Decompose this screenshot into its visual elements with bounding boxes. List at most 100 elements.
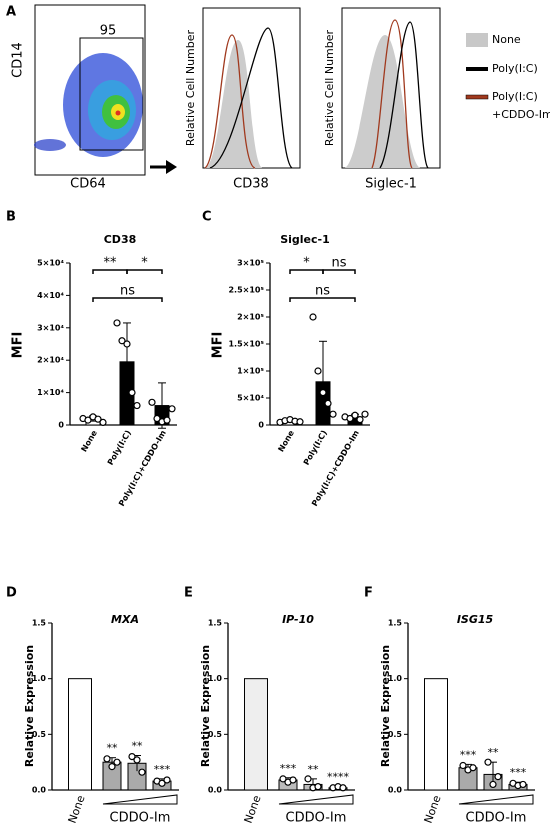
x-tick-label: Poly(I:C) bbox=[106, 429, 133, 467]
panel-letter: C bbox=[202, 210, 212, 225]
y-tick-label: 0 bbox=[58, 421, 64, 430]
significance-bracket bbox=[289, 297, 356, 302]
gate-percent: 95 bbox=[100, 24, 117, 39]
y-tick-label: 5×10⁴ bbox=[37, 259, 64, 268]
data-point bbox=[469, 764, 477, 772]
data-point bbox=[153, 414, 161, 423]
y-tick-label: 0 bbox=[258, 421, 264, 430]
legend-label: None bbox=[492, 33, 521, 46]
dose-wedge bbox=[102, 794, 178, 805]
histogram bbox=[341, 7, 441, 169]
significance: ** bbox=[488, 746, 500, 759]
significance: ** bbox=[104, 256, 118, 271]
data-point bbox=[494, 773, 502, 781]
legend-label: +CDDO-Im bbox=[492, 108, 550, 121]
x-tick-label: None bbox=[66, 793, 88, 825]
y-tick-label: 3×10⁵ bbox=[237, 259, 264, 268]
x-axis-label: CDDO-Im bbox=[110, 811, 171, 826]
significance: ns bbox=[120, 284, 135, 299]
x-axis-label: CDDO-Im bbox=[466, 811, 527, 826]
x-axis-label: Siglec-1 bbox=[365, 177, 417, 192]
data-point bbox=[346, 414, 354, 423]
data-point bbox=[309, 313, 317, 321]
y-tick-label: 0.0 bbox=[208, 786, 223, 795]
data-point bbox=[108, 763, 116, 771]
y-axis-label: Relative Expression bbox=[23, 645, 36, 767]
data-point bbox=[296, 418, 304, 426]
chart-title: MXA bbox=[111, 613, 139, 626]
y-axis-label: MFI bbox=[11, 332, 26, 359]
y-tick-label: 1.0 bbox=[388, 674, 403, 683]
data-point bbox=[304, 775, 312, 783]
significance: ** bbox=[308, 763, 320, 776]
y-tick-label: 1.5 bbox=[32, 619, 47, 628]
data-point bbox=[128, 752, 136, 761]
significance-bracket bbox=[126, 269, 163, 274]
data-point bbox=[339, 784, 347, 792]
data-point bbox=[113, 319, 121, 327]
significance: ns bbox=[331, 256, 346, 271]
legend-label: Poly(I:C) bbox=[492, 90, 538, 103]
histogram bbox=[202, 7, 301, 169]
y-axis-label: MFI bbox=[211, 332, 226, 359]
data-point bbox=[168, 405, 176, 413]
y-tick-label: 0.0 bbox=[388, 786, 403, 795]
data-point bbox=[314, 367, 322, 375]
y-tick-label: 3×10⁴ bbox=[37, 323, 64, 332]
x-axis-label: CD38 bbox=[233, 177, 269, 192]
y-tick-label: 0.5 bbox=[32, 730, 47, 739]
data-point bbox=[103, 755, 111, 763]
data-point bbox=[158, 779, 166, 787]
y-axis-label: Relative Cell Number bbox=[323, 29, 336, 146]
bar bbox=[68, 678, 92, 791]
y-axis-label: Relative Expression bbox=[379, 645, 392, 767]
y-tick-label: 1.0 bbox=[32, 674, 47, 683]
chart-title: ISG15 bbox=[457, 613, 494, 626]
data-point bbox=[489, 780, 497, 789]
y-tick-label: 0.5 bbox=[388, 730, 403, 739]
x-axis-label: CDDO-Im bbox=[286, 811, 347, 826]
significance-bracket bbox=[322, 269, 356, 274]
chart-title: Siglec-1 bbox=[280, 233, 330, 246]
data-point bbox=[289, 776, 297, 784]
data-point bbox=[128, 389, 136, 397]
significance-bracket bbox=[92, 297, 163, 302]
y-tick-label: 0.5 bbox=[208, 730, 223, 739]
panel-letter: A bbox=[6, 5, 16, 20]
data-point bbox=[319, 389, 327, 397]
panel-letter: B bbox=[6, 210, 16, 225]
y-axis-label: Relative Cell Number bbox=[184, 29, 197, 146]
data-point bbox=[163, 776, 171, 784]
y-tick-label: 1.0 bbox=[208, 674, 223, 683]
chart-title: CD38 bbox=[104, 233, 137, 246]
data-point bbox=[113, 758, 121, 766]
significance: ns bbox=[315, 284, 330, 299]
y-tick-label: 1.5×10⁵ bbox=[228, 340, 264, 349]
legend-swatch bbox=[465, 94, 489, 100]
panel-letter: F bbox=[364, 586, 373, 601]
legend-label: Poly(I:C) bbox=[492, 62, 538, 75]
data-point bbox=[133, 756, 141, 764]
significance: *** bbox=[510, 766, 527, 779]
data-point bbox=[118, 337, 126, 345]
x-tick-label: None bbox=[79, 428, 99, 453]
chart-title: IP-10 bbox=[282, 613, 314, 626]
legend-swatch bbox=[466, 67, 488, 71]
y-tick-label: 1×10⁴ bbox=[37, 388, 64, 397]
significance: * bbox=[303, 256, 310, 271]
data-point bbox=[356, 416, 364, 424]
data-point bbox=[163, 416, 171, 424]
significance-bracket bbox=[92, 269, 128, 274]
y-tick-label: 0.0 bbox=[32, 786, 47, 795]
dose-wedge bbox=[278, 794, 354, 805]
data-point bbox=[138, 768, 146, 776]
data-point bbox=[94, 415, 102, 423]
data-point bbox=[361, 410, 369, 418]
legend-swatch bbox=[466, 33, 488, 47]
bar bbox=[424, 678, 448, 791]
data-point bbox=[484, 758, 492, 766]
y-tick-label: 5×10⁴ bbox=[237, 394, 264, 403]
y-tick-label: 1.5 bbox=[208, 619, 223, 628]
data-point bbox=[279, 775, 287, 783]
